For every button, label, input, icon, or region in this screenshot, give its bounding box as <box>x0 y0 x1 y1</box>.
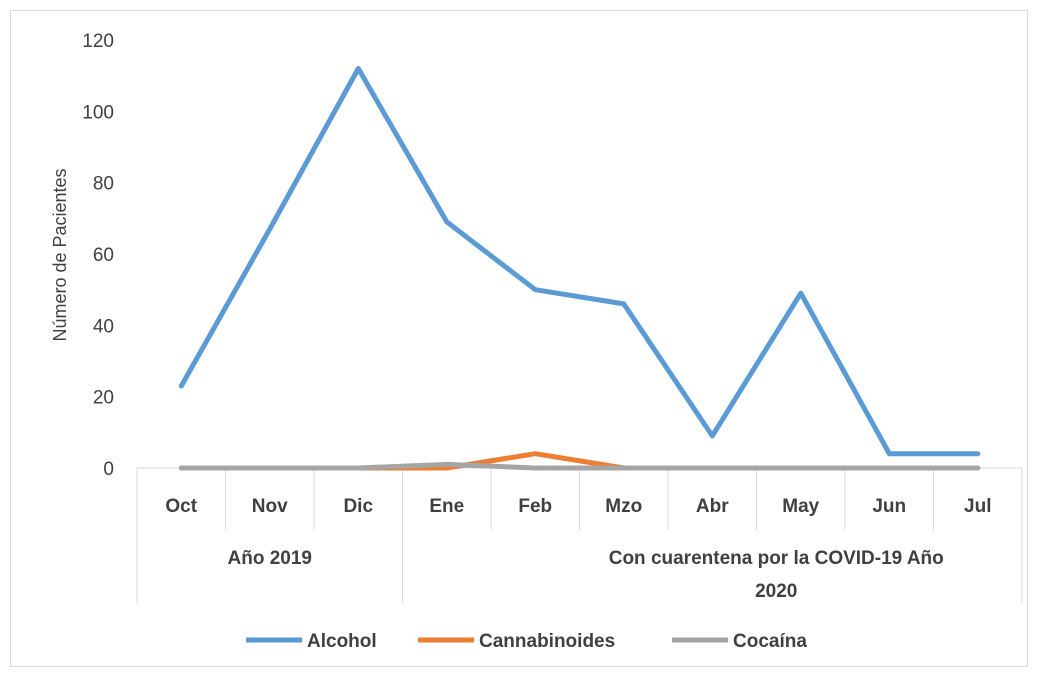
series-line-coca-na <box>178 461 981 471</box>
y-tick-label: 40 <box>93 316 114 337</box>
series-layer <box>178 66 981 471</box>
y-axis-ticks: 0 20 40 60 80 100 120 <box>82 31 114 480</box>
x-tick-label: Jul <box>964 496 991 517</box>
x-tick-label: Mzo <box>605 496 642 517</box>
x-group-label: Con cuarentena por la COVID-19 Año <box>609 548 944 569</box>
legend: Alcohol Cannabinoides Cocaína <box>246 631 807 652</box>
legend-label: Alcohol <box>307 631 377 652</box>
x-tick-label: Abr <box>696 496 729 517</box>
y-tick-label: 120 <box>82 31 114 52</box>
x-tick-label: Feb <box>518 496 552 517</box>
y-tick-label: 20 <box>93 388 114 409</box>
x-tick-label: Dic <box>343 496 373 517</box>
x-group-label: 2020 <box>755 581 797 602</box>
legend-label: Cocaína <box>733 631 807 652</box>
x-tick-label: Ene <box>429 496 464 517</box>
y-tick-label: 100 <box>82 102 114 123</box>
x-tick-label: Oct <box>165 496 197 517</box>
x-tick-label: Jun <box>872 496 906 517</box>
y-axis-label: Número de Pacientes <box>50 168 70 341</box>
series-line-alcohol <box>178 66 981 457</box>
x-axis: Oct Nov Dic Ene Feb Mzo Abr May Jun Jul Año 2019 Co… <box>136 467 1023 603</box>
x-tick-label: May <box>782 496 819 517</box>
chart-area-border <box>10 10 1028 667</box>
y-tick-label: 0 <box>103 459 114 480</box>
y-tick-label: 60 <box>93 245 114 266</box>
x-group-label: Año 2019 <box>228 548 312 569</box>
legend-label: Cannabinoides <box>479 631 615 652</box>
x-tick-label: Nov <box>252 496 288 517</box>
y-tick-label: 80 <box>93 174 114 195</box>
